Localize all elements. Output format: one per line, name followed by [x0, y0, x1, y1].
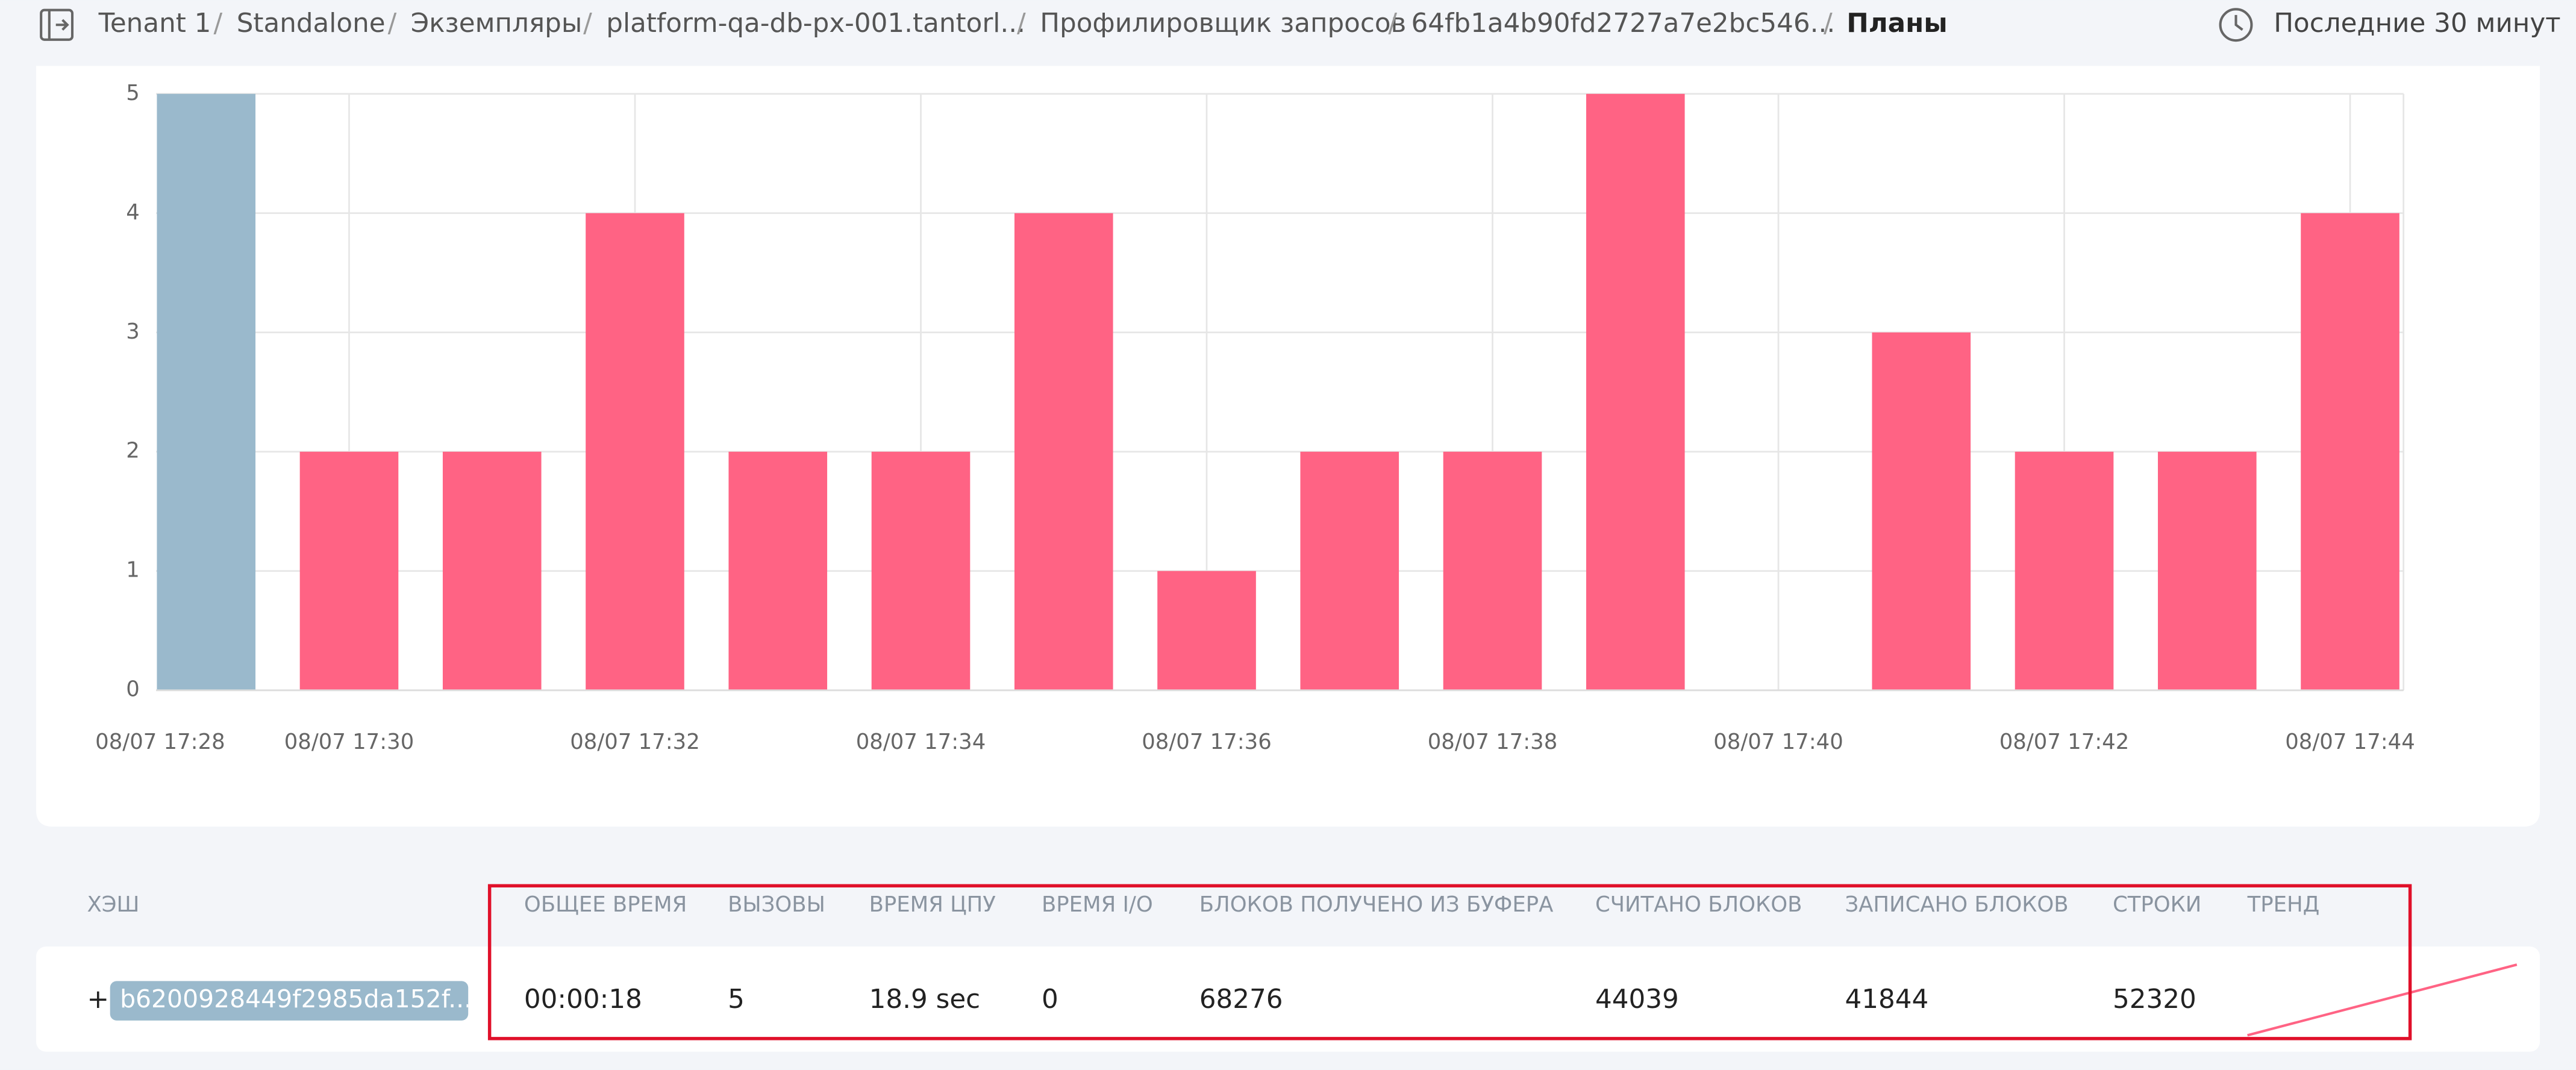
x-tick-label: 08/07 17:30 [284, 730, 414, 754]
breadcrumb-item[interactable]: Tenant 1 [98, 8, 211, 39]
y-tick-label: 0 [126, 677, 140, 702]
column-header[interactable]: СТРОКИ [2113, 892, 2201, 917]
bar[interactable] [2015, 451, 2114, 690]
table-cell: 44039 [1595, 984, 1679, 1015]
bar[interactable] [1300, 451, 1399, 690]
breadcrumb-item[interactable]: Экземпляры [411, 8, 583, 39]
bar[interactable] [586, 213, 684, 690]
bar[interactable] [1157, 571, 1256, 690]
sidebar-toggle[interactable] [40, 8, 74, 41]
hash-pill[interactable] [110, 981, 469, 1021]
breadcrumb-separator: / [214, 8, 223, 39]
breadcrumb-item: Планы [1846, 8, 1948, 39]
column-header[interactable]: ЗАПИСАНО БЛОКОВ [1845, 892, 2068, 917]
table-cell: 52320 [2113, 984, 2196, 1015]
breadcrumb-item[interactable]: 64fb1a4b90fd2727a7e2bc546... [1411, 8, 1836, 39]
y-tick-label: 2 [126, 439, 140, 463]
breadcrumb-separator: / [1017, 8, 1026, 39]
x-tick-label: 08/07 17:40 [1713, 730, 1843, 754]
table: ХЭШ ОБЩЕЕ ВРЕМЯ ВЫЗОВЫ ВРЕМЯ ЦПУ ВРЕМЯ I/O БЛ… [87, 892, 2320, 1021]
clock-hands [2234, 14, 2243, 31]
bar[interactable] [2157, 451, 2257, 690]
column-header[interactable]: ХЭШ [87, 892, 140, 917]
breadcrumb-separator: / [1824, 8, 1833, 39]
y-tick-label: 1 [126, 558, 140, 583]
table-cell: 5 [728, 984, 745, 1015]
column-header[interactable]: ВРЕМЯ ЦПУ [869, 892, 996, 917]
table-cell: 68276 [1199, 984, 1283, 1015]
clock-icon [2219, 8, 2253, 42]
bar[interactable] [299, 451, 399, 690]
breadcrumb-separator: / [583, 8, 592, 39]
expand-toggle[interactable]: + [87, 984, 110, 1015]
toggle-icon [40, 8, 74, 41]
table-cell: 00:00:18 [524, 984, 642, 1015]
breadcrumb-item[interactable]: platform-qa-db-px-001.tantorl... [606, 8, 1025, 39]
column-header[interactable]: ВРЕМЯ I/O [1042, 892, 1153, 917]
bar[interactable] [728, 451, 828, 690]
table-cell: 18.9 sec [869, 984, 981, 1015]
header-bar [0, 0, 2576, 63]
table-cell: 0 [1042, 984, 1058, 1015]
breadcrumb-item[interactable]: Standalone [237, 8, 386, 39]
bar[interactable] [1586, 93, 1685, 690]
table-cell: 41844 [1845, 984, 1928, 1015]
x-tick-label: 08/07 17:38 [1428, 730, 1558, 754]
table-row-card [36, 946, 2540, 1052]
chart-card [36, 66, 2540, 827]
bar[interactable] [871, 451, 971, 690]
bar[interactable] [157, 93, 256, 690]
chart: 0 1 2 3 4 5 08/07 17:30 08/07 17:32 08/07 17:34 0… [95, 81, 2415, 754]
time-picker[interactable]: Последние 30 минут [2219, 8, 2561, 42]
bar[interactable] [1014, 213, 1113, 690]
bar[interactable] [2301, 213, 2399, 690]
column-header[interactable]: ТРЕНД [2247, 892, 2320, 917]
trend-line [2247, 963, 2518, 1037]
y-tick-label: 5 [126, 81, 140, 105]
x-tick-label: 08/07 17:44 [2285, 730, 2415, 754]
x-tick-label: 08/07 17:42 [1999, 730, 2130, 754]
bar[interactable] [1443, 451, 1542, 690]
breadcrumb-separator: / [1388, 8, 1397, 39]
highlight-box [487, 884, 2412, 1040]
toggle-arrow [48, 10, 69, 40]
breadcrumb-item[interactable]: Профилировщик запросов [1040, 8, 1406, 39]
column-header[interactable]: БЛОКОВ ПОЛУЧЕНО ИЗ БУФЕРА [1199, 892, 1554, 917]
column-header[interactable]: ВЫЗОВЫ [728, 892, 825, 917]
y-tick-label: 3 [126, 319, 140, 344]
y-tick-label: 4 [126, 200, 140, 225]
x-tick-label: 08/07 17:34 [856, 730, 986, 754]
column-header[interactable]: ОБЩЕЕ ВРЕМЯ [524, 892, 687, 917]
bar[interactable] [442, 451, 542, 690]
column-header[interactable]: СЧИТАНО БЛОКОВ [1595, 892, 1802, 917]
x-tick-label: 08/07 17:28 [95, 730, 225, 754]
bar[interactable] [1872, 332, 1971, 690]
hash-cell: b6200928449f2985da152f... [120, 984, 472, 1013]
x-tick-label: 08/07 17:36 [1142, 730, 1272, 754]
x-tick-label: 08/07 17:32 [570, 730, 700, 754]
time-range: Последние 30 минут [2274, 8, 2560, 39]
breadcrumb-separator: / [388, 8, 397, 39]
